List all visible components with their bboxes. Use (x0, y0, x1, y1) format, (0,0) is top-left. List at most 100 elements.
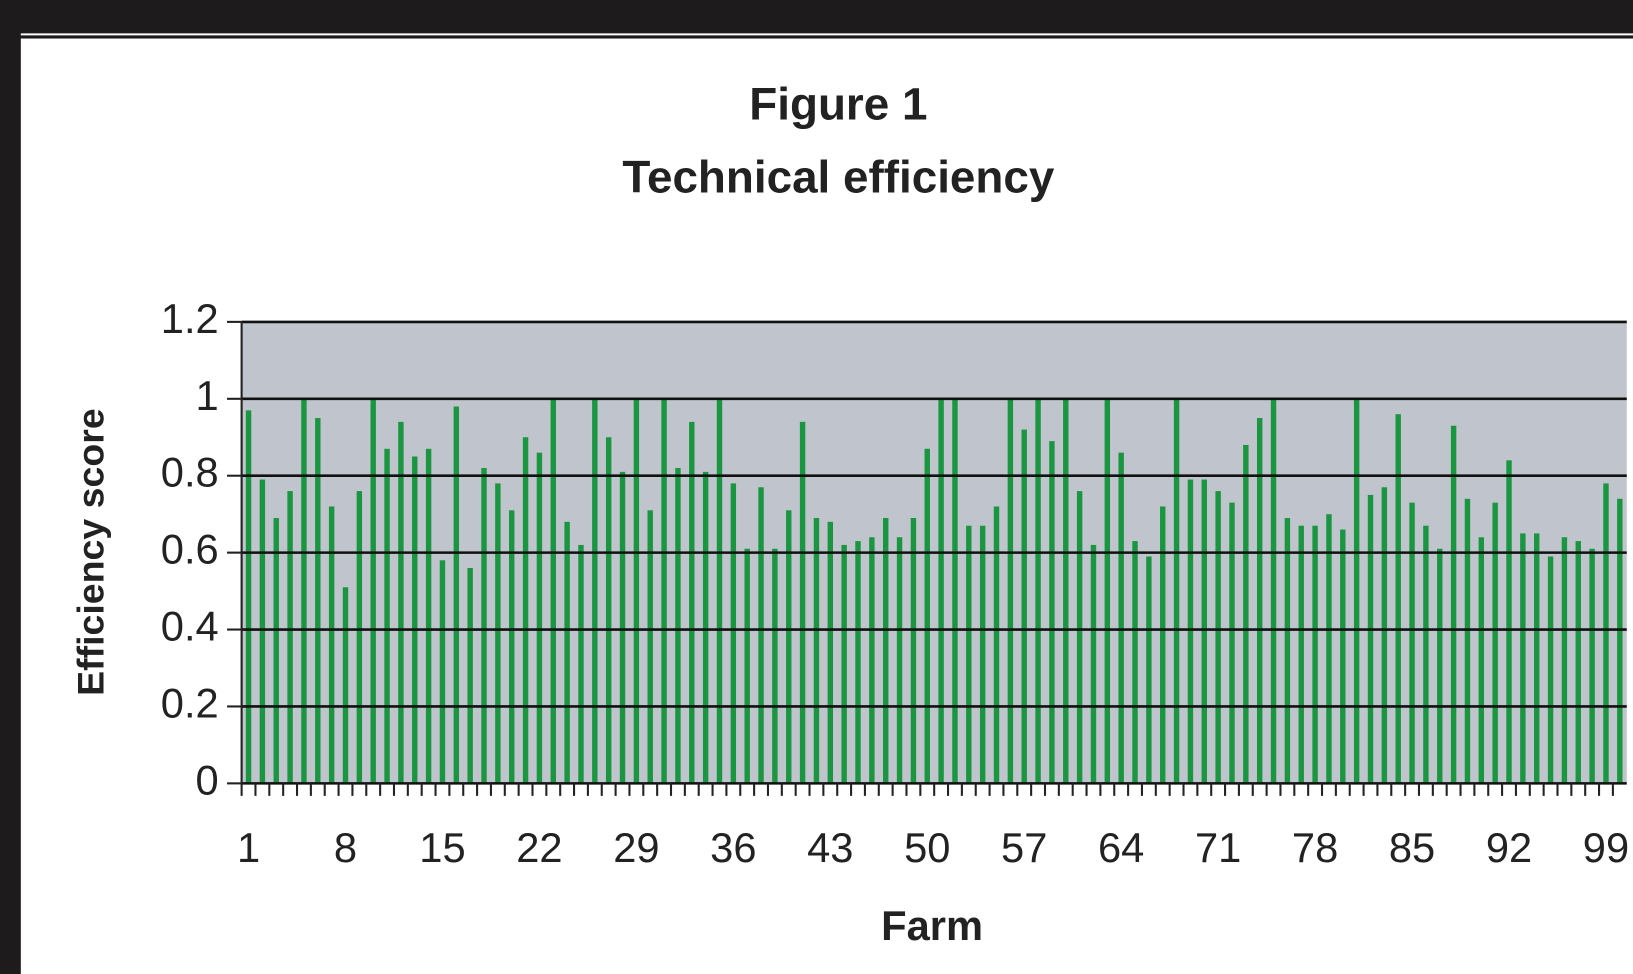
bar (938, 398, 944, 784)
bar (578, 544, 584, 784)
bar (1146, 556, 1152, 784)
bar (273, 518, 279, 784)
bar (509, 510, 515, 784)
bar (619, 471, 626, 784)
bar (1173, 398, 1180, 784)
bar (772, 548, 778, 784)
bar (1090, 544, 1097, 784)
bar (439, 560, 446, 784)
bar (1035, 398, 1041, 784)
bar (356, 491, 363, 784)
bar (896, 537, 903, 784)
bar (1007, 398, 1014, 784)
bar (1617, 498, 1623, 784)
bar (522, 437, 529, 784)
bar (675, 468, 681, 784)
bar (855, 541, 861, 784)
bar (1229, 502, 1235, 784)
bar (1312, 525, 1318, 784)
x-tick-label: 71 (1195, 824, 1241, 871)
y-tick-label: 0 (196, 756, 219, 803)
bar (910, 518, 917, 784)
x-tick-label: 36 (710, 824, 756, 871)
bar (993, 506, 1000, 784)
chart-title: Figure 1 (749, 78, 927, 129)
bar (1506, 460, 1512, 784)
bar (495, 483, 501, 784)
bar (1367, 494, 1374, 784)
bar (1118, 452, 1124, 784)
bar (1049, 441, 1055, 784)
bar (647, 510, 653, 784)
bar (550, 398, 556, 784)
bar (1409, 502, 1415, 784)
bar (605, 437, 612, 784)
bar (758, 487, 764, 784)
y-tick-label: 0.2 (161, 679, 219, 726)
bar (1478, 537, 1485, 784)
bar (1589, 548, 1595, 784)
x-tick-label: 15 (419, 824, 465, 871)
bar (564, 521, 570, 784)
bar (1256, 418, 1263, 784)
bar (924, 448, 930, 784)
y-tick-label: 0.6 (161, 526, 219, 573)
bar (301, 398, 307, 784)
bar (1215, 491, 1221, 784)
bar (1104, 398, 1111, 784)
y-tick-label: 0.8 (161, 449, 219, 496)
x-tick-label: 43 (807, 824, 853, 871)
bar (702, 471, 709, 784)
bar (1353, 398, 1360, 784)
bar (869, 537, 875, 784)
bar (1575, 541, 1581, 784)
bar (827, 521, 834, 784)
bar (786, 510, 792, 784)
bar (813, 518, 820, 784)
bar (342, 587, 349, 784)
bar (1187, 479, 1194, 784)
bar (1340, 529, 1346, 784)
bar (966, 525, 972, 784)
chart-subtitle: Technical efficiency (622, 151, 1054, 202)
bar (1395, 414, 1401, 784)
bar (633, 398, 640, 784)
bar (1076, 491, 1083, 784)
x-tick-label: 78 (1292, 824, 1338, 871)
y-tick-label: 1.2 (161, 295, 219, 342)
bar (1561, 537, 1568, 784)
x-tick-label: 57 (1001, 824, 1047, 871)
bar (744, 548, 750, 784)
bar (1021, 429, 1027, 784)
x-tick-label: 50 (904, 824, 950, 871)
bar (536, 452, 543, 784)
bar (1547, 556, 1554, 784)
bar (370, 398, 376, 784)
x-tick-label: 1 (237, 824, 260, 871)
bar (467, 568, 473, 784)
bar (259, 479, 266, 784)
bar (384, 448, 390, 784)
bar (1326, 514, 1332, 784)
bar (730, 483, 737, 784)
bar (412, 456, 418, 784)
bar (315, 418, 321, 784)
bar (841, 544, 847, 784)
bar (1464, 498, 1471, 784)
bar (425, 448, 432, 784)
x-tick-label: 99 (1583, 824, 1629, 871)
x-tick-label: 22 (516, 824, 562, 871)
bar (1381, 487, 1388, 784)
bar (1063, 398, 1069, 784)
y-tick-label: 0.4 (161, 603, 219, 650)
x-tick-label: 92 (1486, 824, 1532, 871)
bar (1492, 502, 1498, 784)
bar (481, 468, 487, 784)
bar (1450, 425, 1457, 784)
x-tick-label: 64 (1098, 824, 1144, 871)
bar (979, 525, 986, 784)
bar (287, 491, 293, 784)
bar (592, 398, 598, 784)
bar (1243, 444, 1249, 784)
